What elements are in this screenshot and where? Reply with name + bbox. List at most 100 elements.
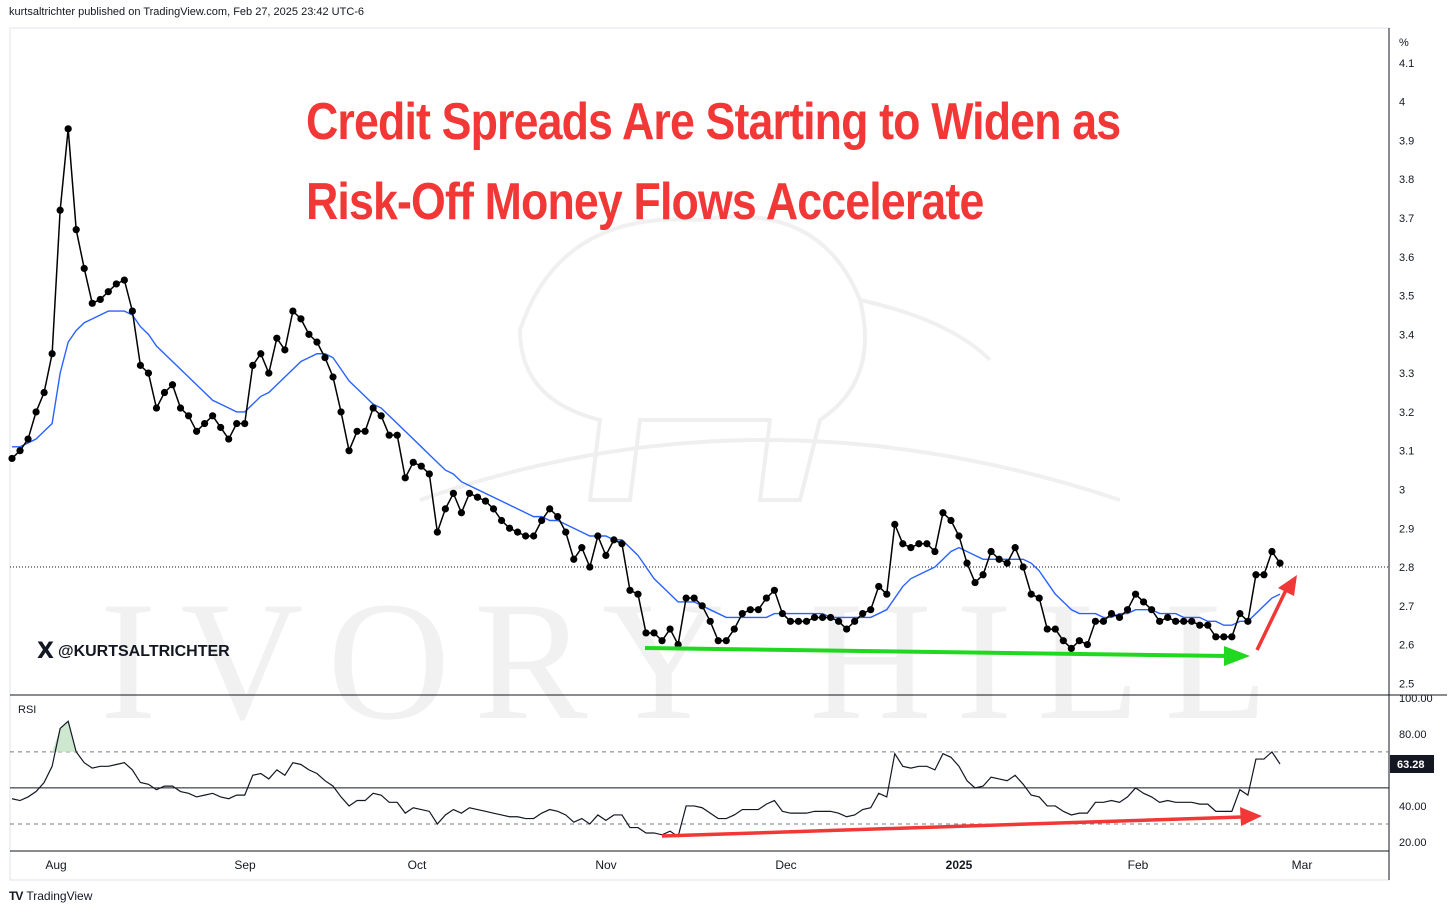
price-point xyxy=(754,606,762,614)
price-point xyxy=(915,540,923,548)
price-point xyxy=(152,404,161,412)
price-point xyxy=(891,520,899,528)
price-point xyxy=(1156,617,1164,625)
price-point xyxy=(1276,559,1284,567)
tradingview-brand[interactable]: TV TradingView xyxy=(9,889,92,903)
price-point xyxy=(762,594,770,602)
price-point xyxy=(875,582,883,591)
price-point xyxy=(457,509,466,517)
price-point xyxy=(112,280,120,288)
price-point xyxy=(602,551,610,559)
price-point xyxy=(417,462,425,470)
price-point xyxy=(618,540,626,548)
price-point xyxy=(201,419,209,428)
price-point xyxy=(1027,590,1035,598)
watermark-logo xyxy=(419,214,1121,502)
moving-average-line xyxy=(12,310,1281,626)
time-tick-label: Sep xyxy=(234,858,256,872)
price-point xyxy=(72,226,80,234)
rsi-line xyxy=(11,720,1281,838)
chart-title-annotation: Credit Spreads Are Starting to Widen as … xyxy=(306,82,1166,242)
price-point xyxy=(337,408,345,416)
price-point xyxy=(16,447,24,455)
price-point xyxy=(497,516,506,525)
price-point xyxy=(955,532,963,540)
price-point xyxy=(433,528,441,536)
price-point xyxy=(610,536,618,544)
price-point xyxy=(810,613,819,622)
price-tick-label: 3.3 xyxy=(1399,368,1414,380)
price-point xyxy=(64,125,72,133)
price-point xyxy=(104,288,112,296)
price-tick-label: 3.6 xyxy=(1399,252,1414,264)
price-point xyxy=(923,540,931,548)
price-tick-label: 3.1 xyxy=(1399,446,1414,458)
price-point xyxy=(835,617,843,625)
price-tick-label: 3.2 xyxy=(1399,407,1414,419)
price-tick-label: 4 xyxy=(1399,97,1405,109)
price-point xyxy=(273,334,281,342)
price-point xyxy=(971,578,979,587)
price-point xyxy=(1188,617,1196,625)
price-point xyxy=(1043,625,1051,633)
price-point xyxy=(650,629,658,637)
price-point xyxy=(249,361,257,369)
price-axis-unit: % xyxy=(1399,37,1409,49)
price-point xyxy=(690,594,698,602)
price-point xyxy=(265,369,273,377)
time-tick-label: Oct xyxy=(408,858,427,872)
price-point xyxy=(1115,613,1124,622)
breakout-arrow xyxy=(1255,575,1297,651)
price-point xyxy=(794,617,803,625)
time-tick-label: Aug xyxy=(45,858,66,872)
price-point xyxy=(770,586,779,594)
price-point xyxy=(1019,563,1027,571)
price-point xyxy=(1107,609,1116,618)
price-point xyxy=(867,606,875,614)
price-tick-label: 3.9 xyxy=(1399,135,1414,147)
price-point xyxy=(425,470,433,478)
x-logo-icon: X xyxy=(37,639,54,664)
price-point xyxy=(786,617,795,625)
price-point xyxy=(241,419,249,428)
price-point xyxy=(658,637,666,645)
price-point xyxy=(297,315,305,323)
handle-text: @KURTSALTRICHTER xyxy=(57,643,230,660)
price-point xyxy=(40,388,48,397)
rsi-tick-label: 80.00 xyxy=(1399,729,1427,741)
rsi-last-value-badge xyxy=(1390,754,1434,773)
price-tick-label: 4.1 xyxy=(1399,58,1414,70)
price-point xyxy=(353,427,361,435)
price-point xyxy=(217,423,225,432)
price-point xyxy=(257,350,265,358)
price-point xyxy=(586,563,594,571)
price-point xyxy=(907,544,915,552)
price-tick-label: 3.8 xyxy=(1399,174,1414,186)
price-point xyxy=(1003,559,1011,567)
price-point xyxy=(1260,571,1268,579)
price-tick-label: 2.6 xyxy=(1399,640,1414,652)
price-point xyxy=(449,489,457,497)
price-tick-label: 3.7 xyxy=(1399,213,1414,225)
price-point xyxy=(538,516,546,525)
price-point xyxy=(513,528,522,536)
price-point xyxy=(24,435,32,443)
price-point xyxy=(184,412,193,420)
title-line-2: Risk-Off Money Flows Accelerate xyxy=(306,173,984,231)
price-point xyxy=(1228,633,1236,641)
price-point xyxy=(1099,617,1108,625)
price-point xyxy=(554,513,562,521)
price-point xyxy=(192,427,201,435)
price-point xyxy=(738,609,746,618)
price-point xyxy=(851,617,859,625)
price-point xyxy=(939,509,947,517)
price-point xyxy=(802,617,811,625)
price-point xyxy=(385,431,393,439)
price-point xyxy=(714,637,722,645)
price-point xyxy=(594,532,602,540)
price-point xyxy=(1059,637,1067,645)
price-point xyxy=(329,373,337,381)
price-point xyxy=(473,493,482,501)
price-point xyxy=(1204,621,1212,629)
